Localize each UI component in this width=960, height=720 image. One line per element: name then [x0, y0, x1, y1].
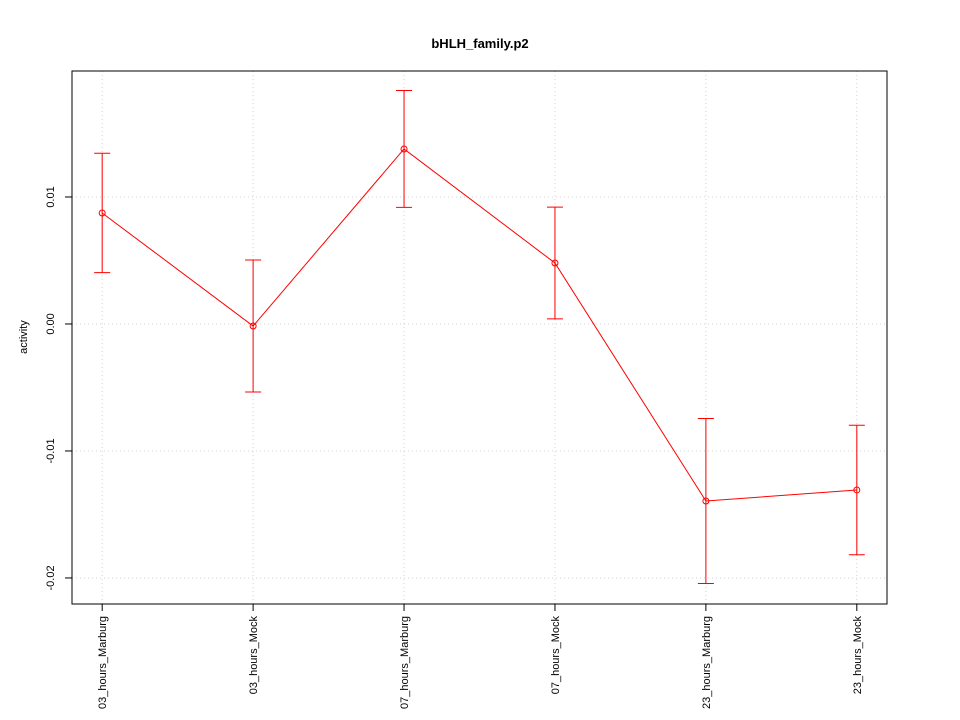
x-tick-label: 23_hours_Mock — [852, 616, 864, 695]
x-tick-label: 03_hours_Mock — [248, 616, 260, 695]
x-tick-label: 07_hours_Mock — [550, 616, 562, 695]
point — [400, 145, 408, 153]
y-tick-label: -0.01 — [45, 438, 57, 463]
chart-title: bHLH_family.p2 — [431, 36, 528, 51]
y-tick-label: 0.00 — [45, 313, 57, 334]
y-axis-label: activity — [18, 320, 30, 354]
error-bar — [396, 90, 413, 208]
point — [249, 322, 257, 330]
error-bar — [94, 152, 111, 274]
data-line — [101, 148, 857, 502]
y-tick-label: 0.01 — [45, 186, 57, 207]
y-tick-label: -0.02 — [45, 565, 57, 590]
error-bar — [697, 417, 714, 585]
error-bar — [245, 259, 262, 393]
x-tick-label: 03_hours_Marburg — [97, 616, 109, 709]
plot-box — [71, 70, 888, 605]
point — [702, 497, 710, 505]
point — [853, 486, 861, 494]
error-bar — [848, 424, 865, 556]
point — [551, 259, 559, 267]
x-tick-label: 07_hours_Marburg — [399, 616, 411, 709]
error-bar — [546, 206, 563, 320]
point — [98, 209, 106, 217]
x-tick-label: 23_hours_Marburg — [701, 616, 713, 709]
